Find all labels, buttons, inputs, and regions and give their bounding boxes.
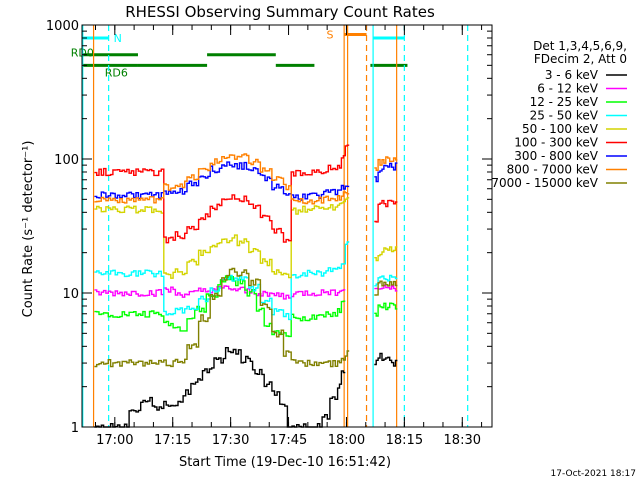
footer-timestamp: 17-Oct-2021 18:17 (551, 469, 636, 479)
y-tick-label: 10 (62, 287, 79, 302)
legend-entry-label: 25 - 50 keV (530, 109, 599, 123)
legend-entry-label: 3 - 6 keV (545, 68, 599, 82)
x-tick-label: 17:15 (154, 433, 191, 448)
series-line (374, 199, 398, 223)
series-line (374, 246, 398, 262)
series-line (94, 285, 346, 300)
legend-entry-label: 50 - 100 keV (522, 122, 599, 136)
legend-entry-label: 800 - 7000 keV (507, 163, 599, 177)
x-tick-label: 18:00 (328, 433, 365, 448)
legend-entry-label: 100 - 300 keV (514, 136, 598, 150)
axis-ticks: 17:00 17:15 17:30 17:45 18:00 18:15 18:30 1 10 10… (46, 19, 492, 448)
legend-header: FDecim 2, Att 0 (534, 52, 627, 66)
chart-title: RHESSI Observing Summary Count Rates (125, 3, 435, 21)
x-tick-label: 18:30 (444, 433, 481, 448)
series-line (374, 274, 398, 287)
series-line (374, 352, 398, 367)
series-line (94, 197, 350, 279)
x-axis-title: Start Time (19-Dec-10 16:51:42) (179, 455, 391, 470)
series-line (94, 267, 350, 368)
y-tick-label: 100 (54, 153, 79, 168)
x-tick-label: 17:30 (212, 433, 249, 448)
series-line (94, 153, 350, 205)
x-tick-label: 17:45 (270, 433, 307, 448)
series-line (374, 162, 398, 183)
series-line (94, 144, 350, 244)
legend-entry-label: 7000 - 15000 keV (491, 176, 598, 190)
segment-label: S (327, 28, 334, 41)
series-line (374, 280, 398, 296)
x-tick-label: 18:15 (386, 433, 423, 448)
segment-label: RD6 (105, 66, 128, 79)
legend-entry-label: 6 - 12 keV (537, 82, 599, 96)
series-line (374, 156, 398, 171)
segment-label: N (114, 32, 122, 45)
legend-header: Det 1,3,4,5,6,9, (533, 39, 627, 53)
series-line (374, 302, 398, 317)
y-tick-label: 1000 (46, 19, 79, 34)
legend: Det 1,3,4,5,6,9,FDecim 2, Att 0 3 - 6 keV… (491, 39, 627, 190)
plot-frame (81, 24, 493, 428)
legend-entry-label: 300 - 800 keV (514, 149, 598, 163)
legend-entry-label: 12 - 25 keV (530, 95, 599, 109)
y-tick-label: 1 (71, 421, 79, 436)
x-tick-label: 17:00 (96, 433, 133, 448)
series-line (94, 161, 350, 201)
y-axis-title: Count Rate (s⁻¹ detector⁻¹) (21, 141, 36, 318)
series-group (94, 144, 398, 428)
